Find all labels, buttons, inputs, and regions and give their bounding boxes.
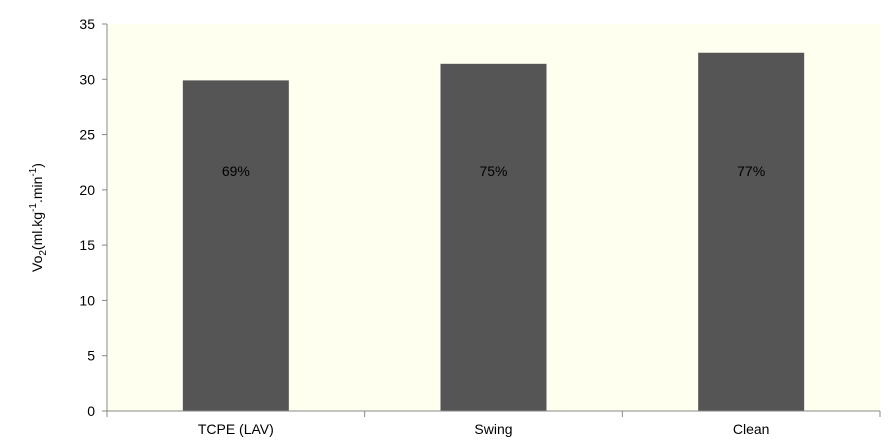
category-labels-group: TCPE (LAV) Swing Clean xyxy=(198,421,770,437)
bar xyxy=(440,63,547,411)
y-axis-title-close: ) xyxy=(29,163,45,168)
y-axis-title-superscript-b: -1 xyxy=(28,167,39,176)
bar-labels-group: 69% 75% 77% xyxy=(222,163,765,179)
y-tick-label: 25 xyxy=(79,127,95,143)
y-tick-label: 0 xyxy=(87,403,95,419)
bar-data-label: 69% xyxy=(222,163,250,179)
bar xyxy=(698,52,805,412)
y-tick-label: 5 xyxy=(87,348,95,364)
y-tick-label: 35 xyxy=(79,16,95,32)
y-axis-title-superscript-a: -1 xyxy=(28,203,39,212)
y-tick-label: 20 xyxy=(79,182,95,198)
x-category-label: Clean xyxy=(733,421,770,437)
x-category-label: Swing xyxy=(474,421,512,437)
y-tick-label: 15 xyxy=(79,237,95,253)
bar-data-label: 75% xyxy=(479,163,507,179)
y-axis-title-main: Vo xyxy=(29,255,45,272)
y-tick-label: 30 xyxy=(79,71,95,87)
y-axis-title-subscript: 2 xyxy=(38,250,49,256)
bar xyxy=(182,80,289,412)
y-axis-title-unit-b: .min xyxy=(29,177,45,203)
x-category-label: TCPE (LAV) xyxy=(198,421,274,437)
y-axis-title: Vo2(ml.kg-1.min-1) xyxy=(28,163,49,272)
bar-data-label: 77% xyxy=(737,163,765,179)
x-ticks-group xyxy=(106,411,881,417)
bars-group xyxy=(182,52,805,412)
y-axis-title-unit-a: (ml.kg xyxy=(29,212,45,250)
y-tick-label: 10 xyxy=(79,292,95,308)
y-ticks-group: 0 5 10 15 20 25 30 35 xyxy=(79,16,107,419)
